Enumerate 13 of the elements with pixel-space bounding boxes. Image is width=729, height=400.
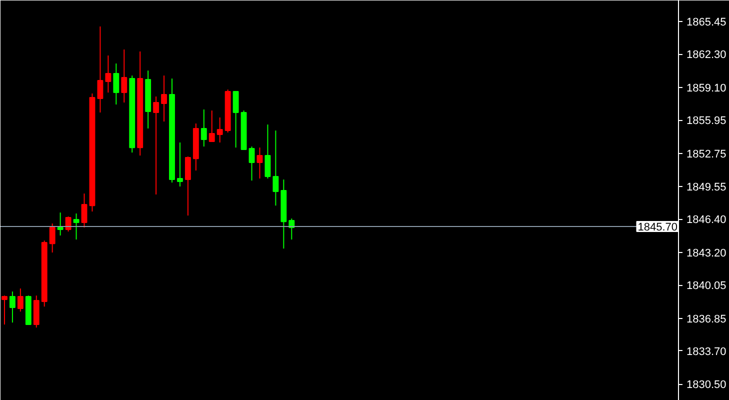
y-tick-label: 1849.55 [686,181,726,194]
y-tick-label: 1862.30 [686,49,726,62]
y-tick-label: 1859.10 [686,82,726,94]
y-tick-label: 1843.20 [686,247,726,260]
y-tick-label: 1852.75 [686,148,726,160]
y-tick-label: 1865.45 [686,16,726,28]
y-tick-label: 1840.05 [686,280,726,292]
y-tick-label: 1846.40 [686,214,726,226]
y-tick-label: 1830.50 [686,379,726,392]
y-tick-label: 1855.95 [686,115,726,128]
ref-line-label: 1845.70 [638,221,678,234]
y-tick-label: 1833.70 [686,346,726,358]
y-tick-label: 1836.85 [686,313,726,326]
